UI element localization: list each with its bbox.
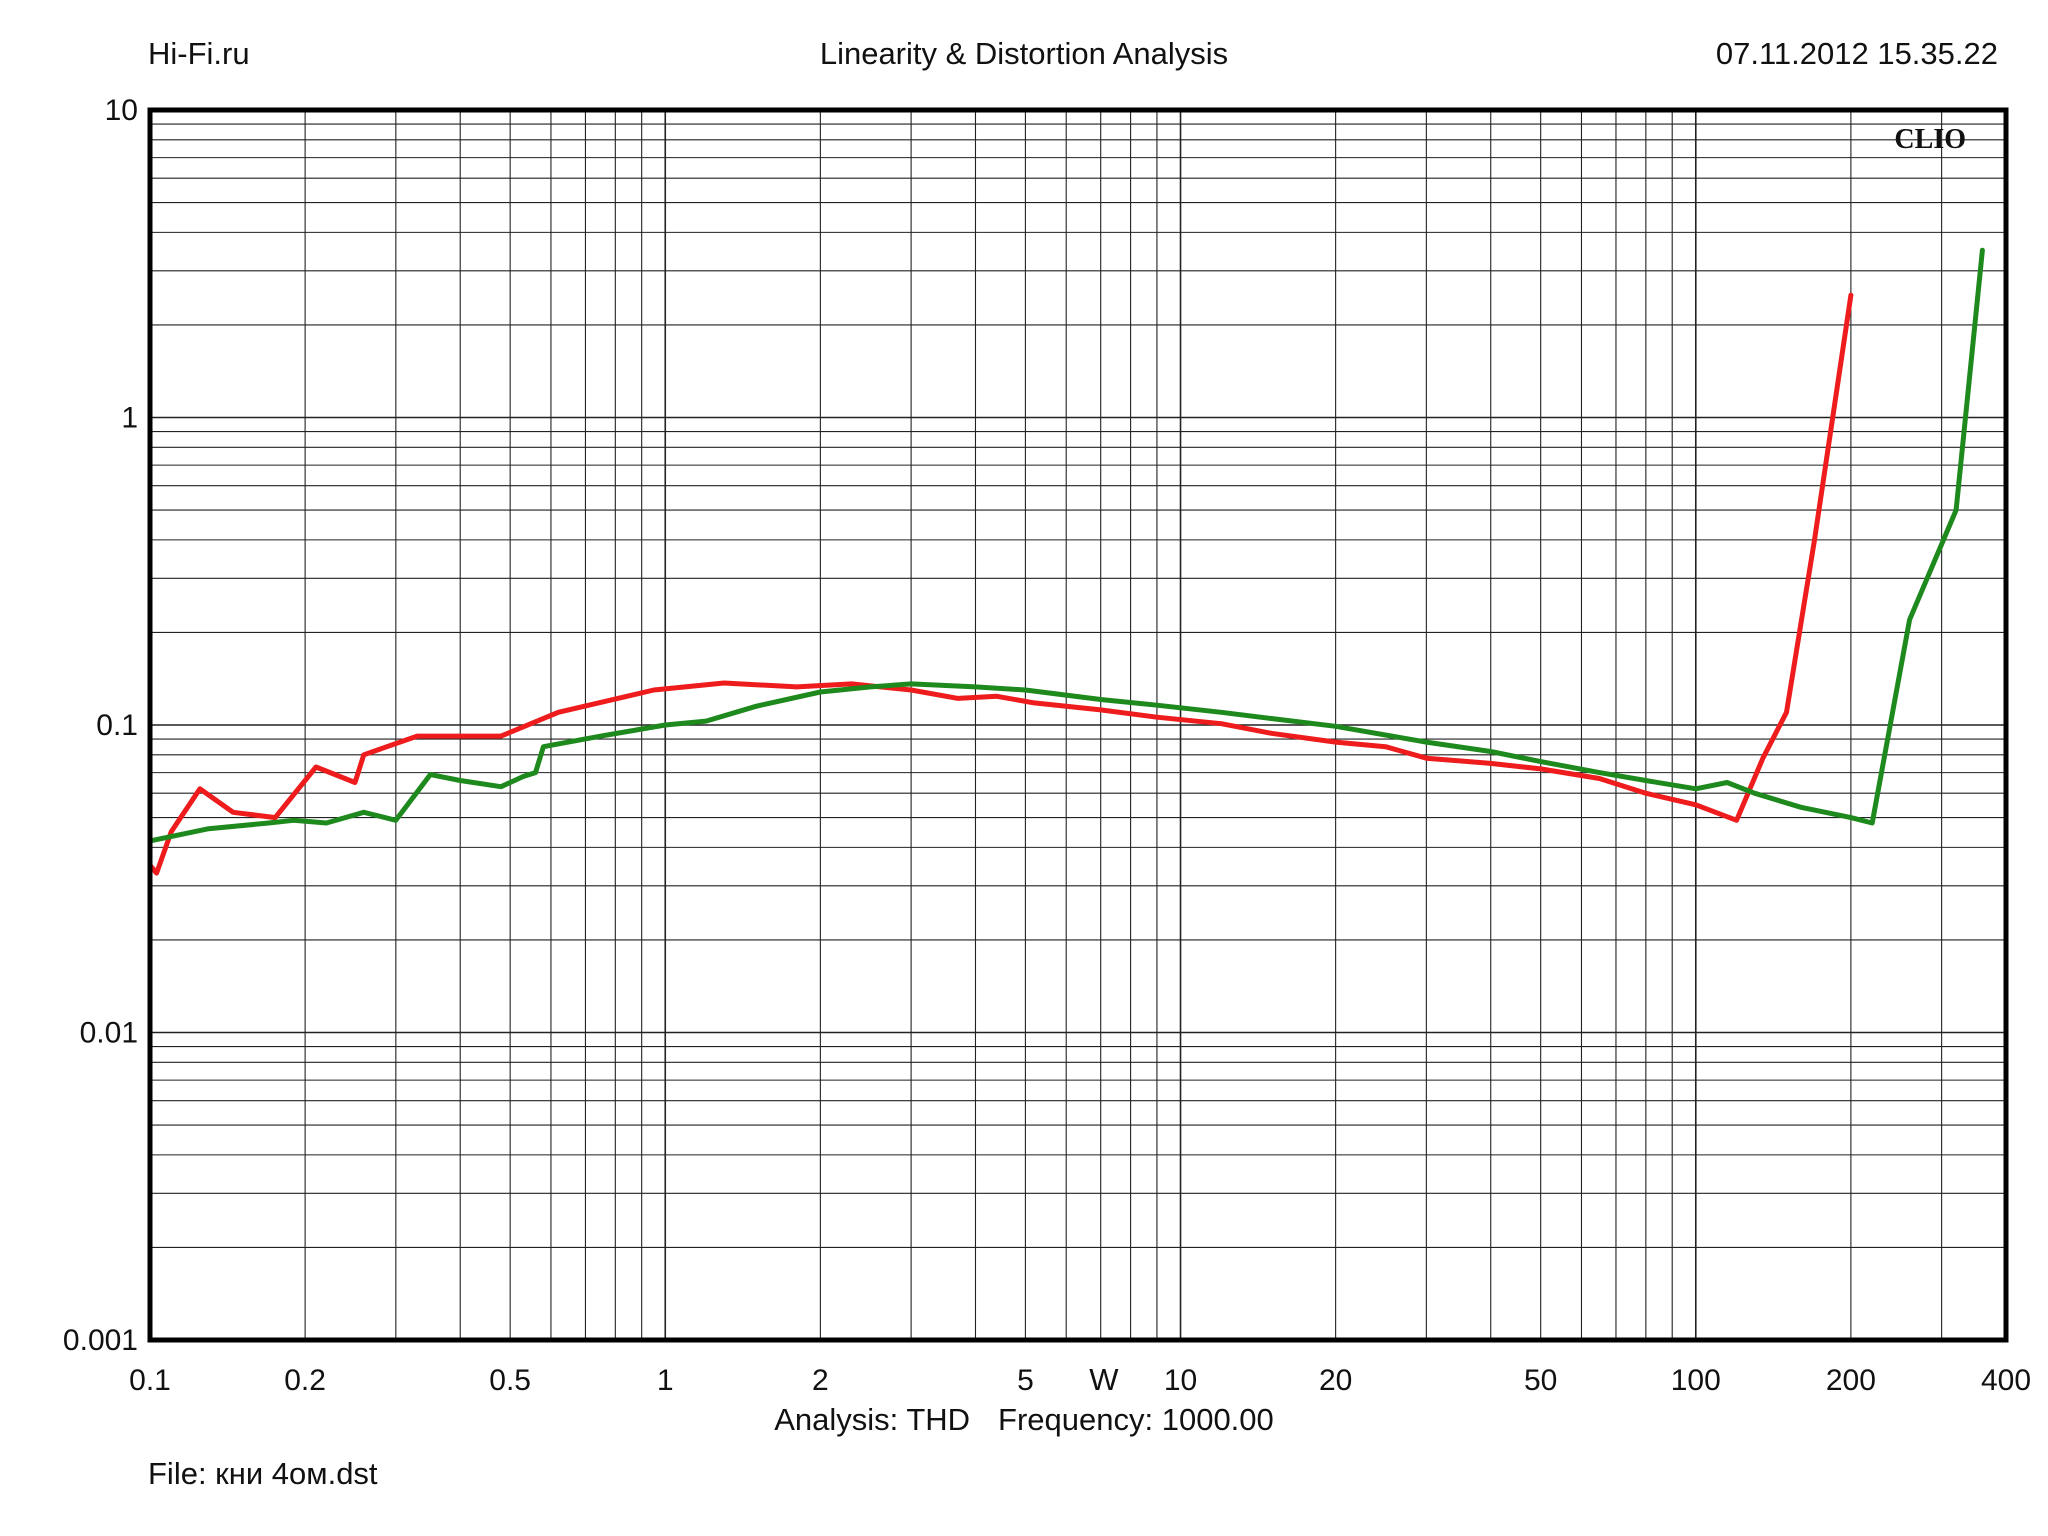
header-site-label: Hi-Fi.ru (148, 36, 250, 71)
x-tick-label: 50 (1524, 1364, 1557, 1397)
x-tick-label: 2 (812, 1364, 829, 1397)
plot-frame (147, 107, 2009, 1343)
x-tick-label: 10 (1164, 1364, 1197, 1397)
clio-logo-text: CLIO (1894, 124, 1966, 155)
x-tick-label: 5 (1017, 1364, 1034, 1397)
x-tick-label: 200 (1826, 1364, 1876, 1397)
chart-title: Linearity & Distortion Analysis (819, 36, 1229, 71)
series-line-2 (147, 247, 1985, 844)
analysis-info: Analysis: THD Frequency: 1000.00 (0, 1402, 2048, 1438)
y-tick-label: 1 (121, 402, 138, 435)
y-tick-label: 0.01 (80, 1017, 138, 1050)
data-series (147, 247, 1985, 876)
header-datetime: 07.11.2012 15.35.22 (1715, 36, 1998, 71)
x-axis-label: W (1089, 1362, 1119, 1397)
x-tick-label: 0.2 (284, 1364, 326, 1397)
file-name: File: кни 4ом.dst (148, 1456, 378, 1491)
x-tick-label: 400 (1981, 1364, 2031, 1397)
y-tick-label: 0.1 (96, 709, 138, 742)
x-tick-label: 0.1 (129, 1364, 171, 1397)
series-line-1 (147, 292, 1854, 876)
grid-lines (149, 109, 2007, 1341)
x-tick-label: 0.5 (489, 1364, 531, 1397)
x-tick-label: 100 (1671, 1364, 1721, 1397)
y-tick-label: 10 (105, 94, 138, 127)
analysis-frequency: Frequency: 1000.00 (998, 1402, 1274, 1437)
y-tick-label: 0.001 (63, 1324, 138, 1357)
x-tick-label: 1 (657, 1364, 674, 1397)
analysis-type: Analysis: THD (774, 1402, 971, 1437)
axis-tick-labels: 0.1 0.2 0.5 1 2 5 10 20 50 100 200 400 10 1 0.1 0.01 0.0… (63, 94, 2031, 1397)
x-tick-label: 20 (1319, 1364, 1352, 1397)
